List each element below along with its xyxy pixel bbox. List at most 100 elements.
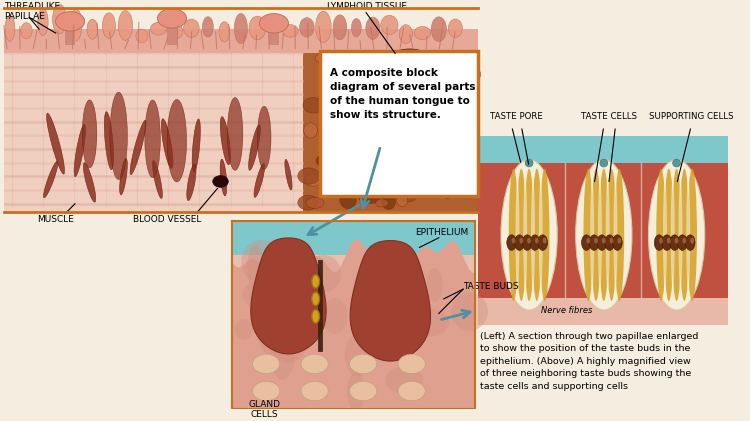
Text: TASTE BUDS: TASTE BUDS (463, 282, 519, 291)
Bar (232, 221, 475, 255)
Ellipse shape (5, 16, 15, 41)
Ellipse shape (356, 49, 382, 62)
Ellipse shape (383, 49, 436, 83)
Ellipse shape (130, 120, 146, 175)
Ellipse shape (667, 238, 670, 244)
Ellipse shape (399, 25, 412, 43)
Ellipse shape (227, 98, 243, 171)
Ellipse shape (514, 235, 524, 250)
Ellipse shape (161, 119, 173, 168)
Ellipse shape (366, 17, 380, 40)
Ellipse shape (120, 158, 128, 195)
Ellipse shape (414, 27, 430, 40)
Ellipse shape (540, 169, 550, 301)
Ellipse shape (290, 318, 313, 349)
Ellipse shape (686, 179, 690, 291)
Ellipse shape (373, 63, 390, 74)
Bar (269, 27, 279, 45)
Ellipse shape (405, 97, 416, 109)
Ellipse shape (328, 86, 350, 104)
Ellipse shape (687, 169, 697, 301)
Ellipse shape (686, 235, 695, 250)
Ellipse shape (242, 240, 283, 284)
Ellipse shape (299, 18, 314, 37)
Ellipse shape (382, 194, 395, 209)
Ellipse shape (400, 187, 412, 197)
Ellipse shape (664, 169, 674, 301)
Ellipse shape (350, 381, 376, 401)
Ellipse shape (438, 176, 448, 190)
Ellipse shape (656, 169, 666, 301)
Ellipse shape (345, 52, 365, 66)
Ellipse shape (444, 166, 465, 175)
Ellipse shape (340, 191, 356, 209)
Ellipse shape (672, 169, 682, 301)
Ellipse shape (253, 354, 280, 373)
Ellipse shape (304, 174, 322, 186)
Ellipse shape (679, 179, 682, 291)
Ellipse shape (304, 123, 317, 138)
Ellipse shape (306, 255, 341, 292)
Ellipse shape (258, 314, 281, 355)
Ellipse shape (531, 179, 535, 291)
Ellipse shape (405, 91, 417, 104)
Ellipse shape (597, 235, 607, 250)
Ellipse shape (427, 268, 442, 301)
Text: (Left) A section through two papillae enlarged
to show the position of the taste: (Left) A section through two papillae en… (479, 332, 698, 391)
Ellipse shape (610, 238, 614, 244)
Ellipse shape (507, 235, 517, 250)
Ellipse shape (345, 333, 372, 376)
Ellipse shape (436, 67, 459, 81)
Ellipse shape (150, 22, 166, 35)
Ellipse shape (270, 330, 295, 380)
Ellipse shape (44, 161, 58, 198)
Ellipse shape (56, 12, 85, 31)
Ellipse shape (535, 238, 538, 244)
Ellipse shape (301, 354, 328, 373)
Ellipse shape (350, 125, 372, 137)
Ellipse shape (690, 238, 694, 244)
Ellipse shape (283, 25, 298, 37)
Ellipse shape (339, 55, 362, 64)
Polygon shape (232, 236, 475, 408)
Ellipse shape (409, 309, 449, 337)
Polygon shape (350, 240, 430, 361)
Ellipse shape (614, 179, 617, 291)
Ellipse shape (520, 238, 524, 244)
Ellipse shape (369, 98, 390, 114)
Text: EPITHELIUM: EPITHELIUM (415, 228, 468, 237)
Ellipse shape (249, 16, 266, 40)
Ellipse shape (576, 160, 632, 310)
Ellipse shape (357, 91, 376, 100)
Ellipse shape (82, 100, 97, 168)
Ellipse shape (350, 354, 376, 373)
Ellipse shape (663, 179, 667, 291)
Ellipse shape (454, 104, 472, 122)
Ellipse shape (598, 179, 602, 291)
Ellipse shape (599, 169, 609, 301)
Ellipse shape (584, 169, 593, 301)
Ellipse shape (351, 157, 372, 174)
Bar (478, 136, 728, 325)
Ellipse shape (219, 22, 230, 42)
Ellipse shape (509, 169, 518, 301)
Ellipse shape (538, 235, 548, 250)
Ellipse shape (242, 280, 284, 309)
Ellipse shape (527, 238, 531, 244)
Ellipse shape (213, 176, 228, 187)
Ellipse shape (333, 15, 346, 40)
Ellipse shape (525, 159, 533, 167)
Ellipse shape (87, 19, 98, 39)
Ellipse shape (254, 164, 265, 197)
Ellipse shape (398, 184, 418, 202)
Ellipse shape (332, 73, 359, 87)
Ellipse shape (614, 169, 624, 301)
Ellipse shape (110, 92, 128, 179)
Ellipse shape (235, 319, 253, 340)
Ellipse shape (408, 93, 427, 107)
Ellipse shape (613, 235, 622, 250)
Ellipse shape (70, 9, 82, 41)
Ellipse shape (220, 117, 230, 165)
Text: A composite block
diagram of several parts
of the human tongue to
show its struc: A composite block diagram of several par… (330, 68, 476, 120)
Ellipse shape (339, 83, 361, 99)
